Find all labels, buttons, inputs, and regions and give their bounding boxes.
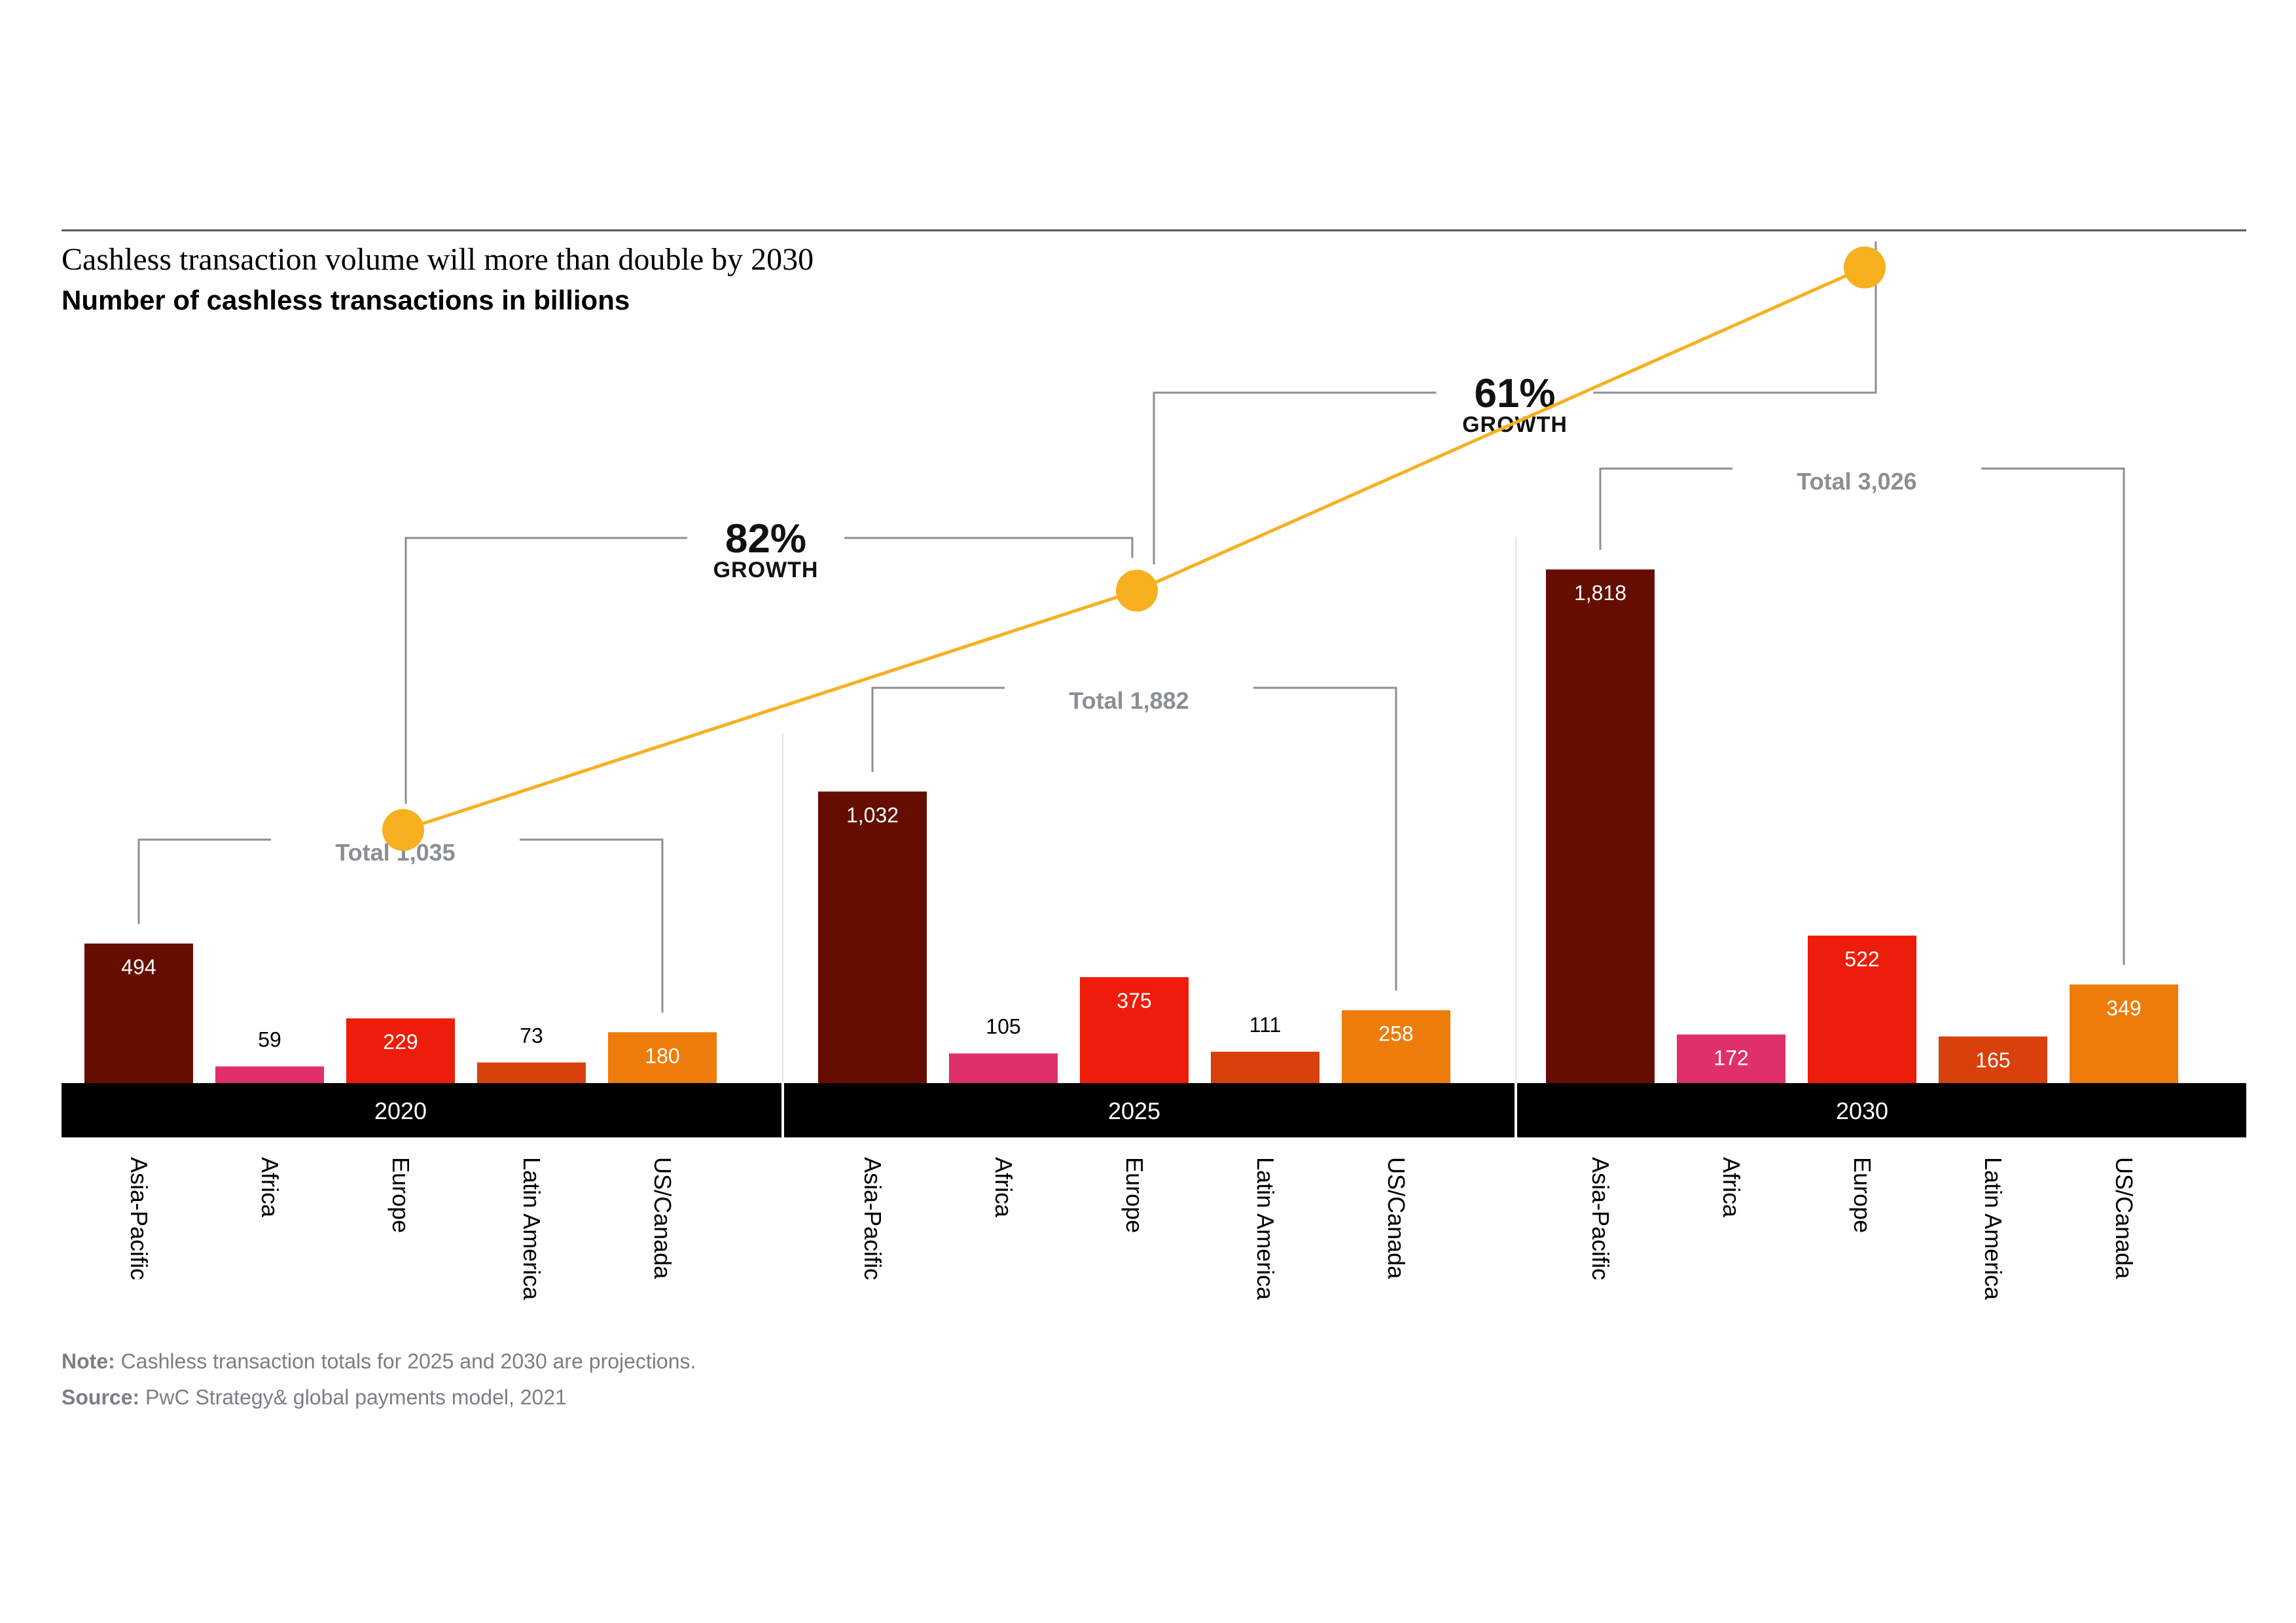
- source-body: [139, 1385, 145, 1409]
- bar-value-label: 1,032: [846, 803, 899, 827]
- bar-2025-europe: [1080, 977, 1189, 1083]
- total-bracket-left: [1599, 467, 1732, 550]
- bar-2025-asia-pacific: [818, 791, 927, 1083]
- bar-value-label: 522: [1844, 948, 1879, 971]
- category-label-africa: Africa: [1718, 1157, 1745, 1218]
- category-label-us-canada: US/Canada: [649, 1157, 676, 1279]
- source-body-text: PwC Strategy& global payments model, 202…: [145, 1385, 567, 1409]
- bar-value-label: 258: [1378, 1022, 1413, 1046]
- total-marker: [382, 809, 424, 851]
- category-label-europe: Europe: [387, 1157, 414, 1233]
- bar-value-label: 180: [645, 1044, 679, 1067]
- bar-2025-us-canada: [1342, 1010, 1450, 1083]
- growth-bracket-left: [1153, 391, 1437, 565]
- total-line: [382, 246, 1886, 851]
- total-label: Total 3,026: [1797, 468, 1916, 495]
- growth-label: GROWTH: [713, 558, 819, 582]
- growth-percent: 82%: [725, 516, 806, 562]
- total-bracket-right: [1253, 687, 1397, 991]
- note-body: [115, 1349, 121, 1373]
- growth-bracket-left: [404, 537, 687, 804]
- bar-value-label: 375: [1117, 989, 1151, 1012]
- total-bracket-left: [137, 838, 271, 924]
- total-marker: [1844, 246, 1886, 289]
- total-label: Total 1,882: [1069, 687, 1189, 714]
- category-label-latin-america: Latin America: [1980, 1157, 2007, 1300]
- bar-2030-asia-pacific: [1546, 569, 1655, 1083]
- category-label-europe: Europe: [1849, 1157, 1876, 1233]
- bar-2030-latin-america: [1939, 1036, 2047, 1083]
- total-bracket-right: [520, 838, 664, 1013]
- growth-percent: 61%: [1474, 371, 1555, 416]
- total-bracket-right: [1981, 467, 2125, 965]
- bar-value-label: 349: [2106, 996, 2141, 1020]
- bar-2030-europe: [1808, 935, 1916, 1083]
- year-label: 2020: [374, 1097, 427, 1124]
- chart-subtitle: Number of cashless transactions in billi…: [62, 285, 630, 315]
- bar-value-label: 73: [520, 1024, 543, 1047]
- year-axis-band: 2020 2025 2030: [62, 1083, 2246, 1137]
- total-marker: [1116, 569, 1158, 612]
- bar-2020-africa: [215, 1066, 324, 1083]
- category-label-europe: Europe: [1121, 1157, 1148, 1233]
- bar-2030-us-canada: [2070, 984, 2178, 1083]
- year-label: 2025: [1108, 1097, 1160, 1124]
- growth-bracket-right: [844, 537, 1134, 558]
- axis-band: [62, 1083, 2246, 1137]
- bar-2020-latin-america: [477, 1062, 586, 1083]
- bar-value-label: 172: [1713, 1046, 1748, 1070]
- total-bracket-left: [871, 687, 1005, 772]
- bars: 494 59 229 73 180 1,032 105 375 111 258 1,818 172 52…: [84, 569, 2178, 1083]
- bar-2030-africa: [1677, 1034, 1785, 1083]
- bar-2020-us-canada: [608, 1032, 717, 1083]
- year-label: 2030: [1836, 1097, 1888, 1124]
- group-dividers: [782, 537, 1516, 1083]
- bar-value-label: 494: [121, 955, 156, 979]
- category-label-us-canada: US/Canada: [2111, 1157, 2138, 1279]
- category-label-latin-america: Latin America: [1252, 1157, 1279, 1300]
- category-label-asia-pacific: Asia-Pacific: [859, 1157, 886, 1280]
- growth-label: GROWTH: [1462, 412, 1568, 437]
- source-text: Source: PwC Strategy& global payments mo…: [62, 1385, 567, 1409]
- bar-2020-europe: [346, 1018, 455, 1083]
- bar-2025-latin-america: [1211, 1052, 1319, 1083]
- bar-2025-africa: [949, 1053, 1058, 1083]
- source-label: Source:: [62, 1385, 139, 1409]
- bar-2020-asia-pacific: [84, 943, 193, 1083]
- category-label-africa: Africa: [257, 1157, 283, 1218]
- note-text: Note: Cashless transaction totals for 20…: [62, 1349, 696, 1373]
- category-labels: Asia-Pacific Africa Europe Latin America US/…: [126, 1157, 2138, 1300]
- note-label: Note:: [62, 1349, 115, 1373]
- growth-bracket-right: [1593, 241, 1877, 394]
- category-label-asia-pacific: Asia-Pacific: [126, 1157, 152, 1280]
- bar-value-label: 165: [1975, 1048, 2010, 1072]
- bar-value-label: 111: [1249, 1013, 1282, 1037]
- category-label-asia-pacific: Asia-Pacific: [1587, 1157, 1614, 1280]
- bar-value-label: 229: [383, 1030, 418, 1054]
- chart-title: Cashless transaction volume will more th…: [62, 242, 814, 277]
- note-body-text: Cashless transaction totals for 2025 and…: [121, 1349, 696, 1373]
- category-label-latin-america: Latin America: [518, 1157, 545, 1300]
- category-label-africa: Africa: [990, 1157, 1017, 1218]
- bar-value-label: 59: [258, 1028, 281, 1052]
- bar-value-label: 1,818: [1574, 581, 1626, 605]
- category-label-us-canada: US/Canada: [1383, 1157, 1410, 1279]
- bar-value-label: 105: [986, 1015, 1020, 1039]
